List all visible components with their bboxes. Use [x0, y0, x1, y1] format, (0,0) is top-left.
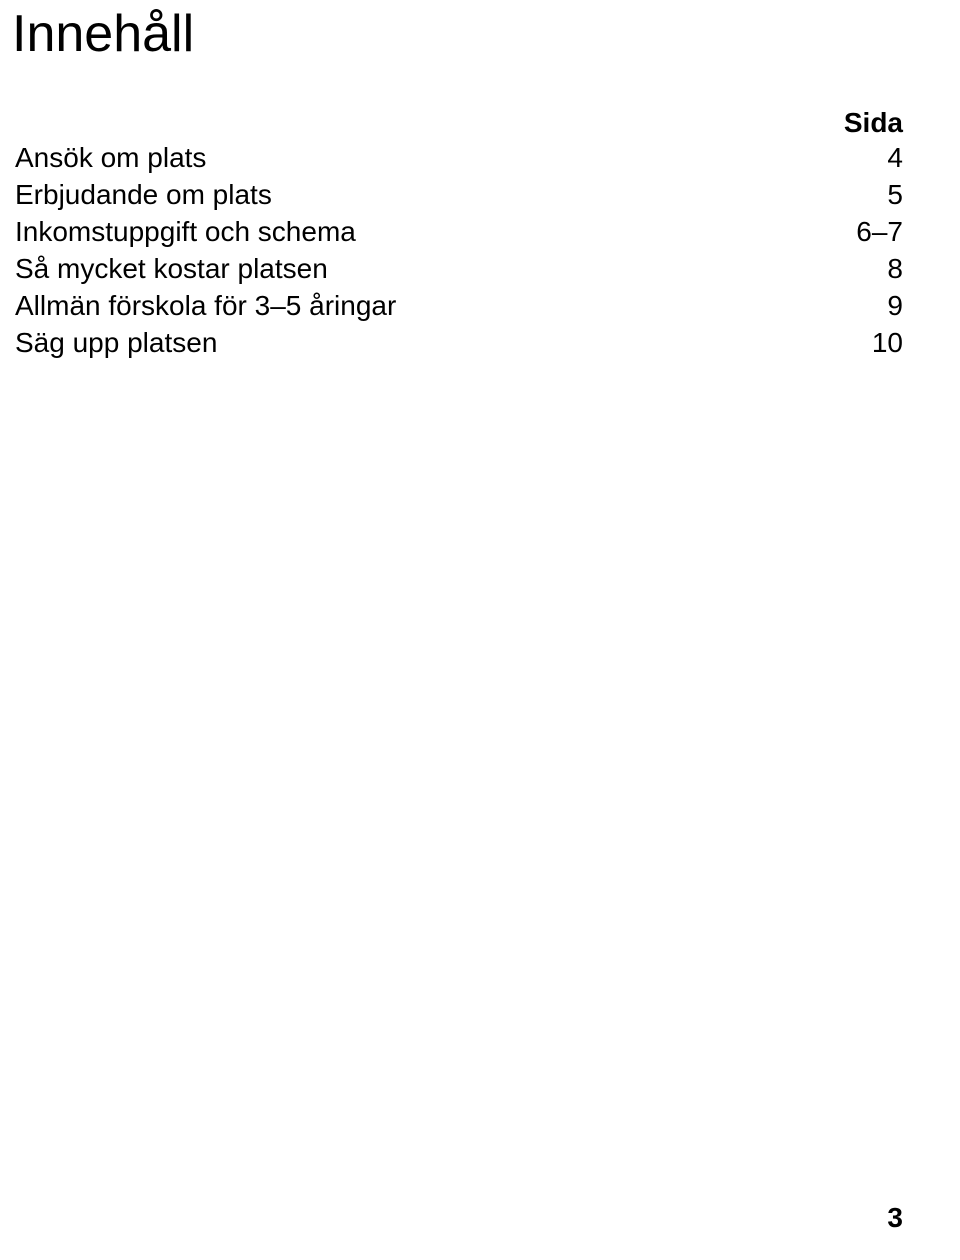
- toc-header-row: Sida: [15, 105, 903, 140]
- toc-item-label: Inkomstuppgift och schema: [15, 214, 843, 251]
- toc-item-page: 6–7: [843, 214, 903, 251]
- document-page: Innehåll Sida Ansök om plats 4 Erbjudand…: [0, 0, 960, 1260]
- toc-item-page: 4: [843, 140, 903, 177]
- toc-item-label: Säg upp platsen: [15, 325, 843, 362]
- toc-row: Så mycket kostar platsen 8: [15, 251, 903, 288]
- toc-item-label: Så mycket kostar platsen: [15, 251, 843, 288]
- toc-row: Säg upp platsen 10: [15, 325, 903, 362]
- toc-header-page-label: Sida: [844, 105, 903, 140]
- toc-row: Ansök om plats 4: [15, 140, 903, 177]
- toc-item-label: Ansök om plats: [15, 140, 843, 177]
- page-number: 3: [887, 1202, 903, 1234]
- toc-row: Erbjudande om plats 5: [15, 177, 903, 214]
- toc-item-page: 10: [843, 325, 903, 362]
- toc-row: Inkomstuppgift och schema 6–7: [15, 214, 903, 251]
- table-of-contents: Sida Ansök om plats 4 Erbjudande om plat…: [15, 105, 903, 362]
- toc-item-page: 9: [843, 288, 903, 325]
- toc-item-label: Allmän förskola för 3–5 åringar: [15, 288, 843, 325]
- page-title: Innehåll: [12, 4, 194, 64]
- toc-row: Allmän förskola för 3–5 åringar 9: [15, 288, 903, 325]
- toc-item-page: 8: [843, 251, 903, 288]
- toc-item-page: 5: [843, 177, 903, 214]
- toc-item-label: Erbjudande om plats: [15, 177, 843, 214]
